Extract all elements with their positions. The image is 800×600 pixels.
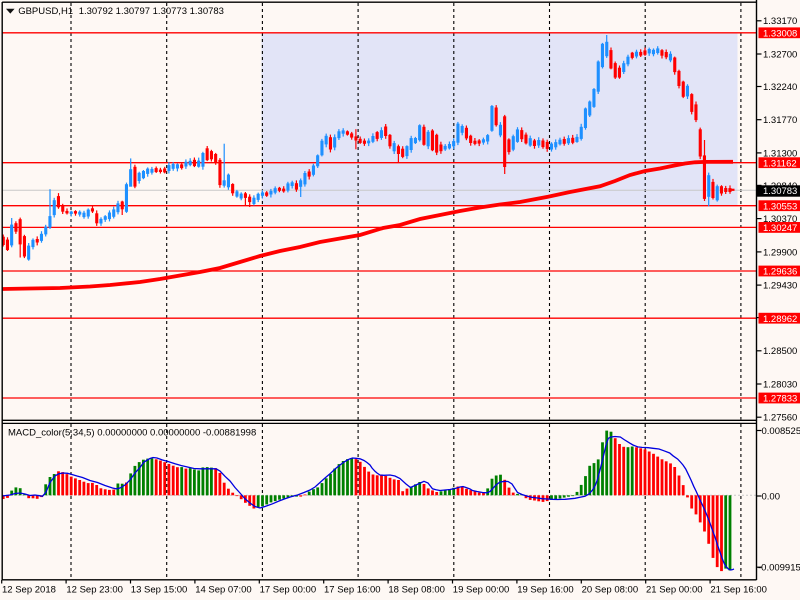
- svg-text:18 Sep 08:00: 18 Sep 08:00: [388, 585, 445, 596]
- svg-text:1.32700: 1.32700: [763, 49, 797, 60]
- svg-text:0.008525: 0.008525: [762, 426, 800, 437]
- svg-text:21 Sep 00:00: 21 Sep 00:00: [646, 585, 703, 596]
- svg-text:MACD_color(5,34,5) 0.00000000: MACD_color(5,34,5) 0.00000000 0.00000000…: [8, 427, 256, 438]
- svg-text:17 Sep 00:00: 17 Sep 00:00: [260, 585, 317, 596]
- svg-text:1.28500: 1.28500: [763, 346, 797, 357]
- svg-text:0.00: 0.00: [762, 491, 781, 502]
- svg-text:12 Sep 2018: 12 Sep 2018: [2, 585, 56, 596]
- svg-text:17 Sep 16:00: 17 Sep 16:00: [324, 585, 381, 596]
- svg-text:1.30370: 1.30370: [763, 214, 797, 225]
- svg-text:1.27833: 1.27833: [763, 394, 797, 405]
- svg-text:1.30792 1.30797 1.30773 1.3078: 1.30792 1.30797 1.30773 1.30783: [79, 6, 224, 17]
- svg-text:1.27560: 1.27560: [763, 413, 797, 424]
- svg-text:1.31770: 1.31770: [763, 115, 797, 126]
- svg-text:1.31162: 1.31162: [763, 158, 797, 169]
- svg-text:21 Sep 16:00: 21 Sep 16:00: [710, 585, 767, 596]
- svg-text:19 Sep 16:00: 19 Sep 16:00: [517, 585, 574, 596]
- svg-text:1.30553: 1.30553: [763, 201, 797, 212]
- svg-text:1.30247: 1.30247: [763, 223, 797, 234]
- svg-text:1.28030: 1.28030: [763, 379, 797, 390]
- svg-text:1.33170: 1.33170: [763, 16, 797, 27]
- svg-text:1.30783: 1.30783: [763, 186, 797, 197]
- svg-text:1.29900: 1.29900: [763, 247, 797, 258]
- svg-text:1.32240: 1.32240: [763, 82, 797, 93]
- svg-text:-0.009915: -0.009915: [758, 563, 800, 574]
- svg-text:1.33008: 1.33008: [763, 28, 797, 39]
- svg-text:20 Sep 08:00: 20 Sep 08:00: [582, 585, 639, 596]
- svg-text:1.28962: 1.28962: [763, 314, 797, 325]
- svg-text:12 Sep 23:00: 12 Sep 23:00: [66, 585, 123, 596]
- svg-text:1.29636: 1.29636: [763, 267, 797, 278]
- svg-text:GBPUSD,H1: GBPUSD,H1: [18, 6, 73, 17]
- svg-text:1.31300: 1.31300: [763, 148, 797, 159]
- svg-text:19 Sep 00:00: 19 Sep 00:00: [453, 585, 510, 596]
- svg-text:1.29430: 1.29430: [763, 281, 797, 292]
- svg-text:14 Sep 07:00: 14 Sep 07:00: [195, 585, 252, 596]
- svg-text:13 Sep 15:00: 13 Sep 15:00: [131, 585, 188, 596]
